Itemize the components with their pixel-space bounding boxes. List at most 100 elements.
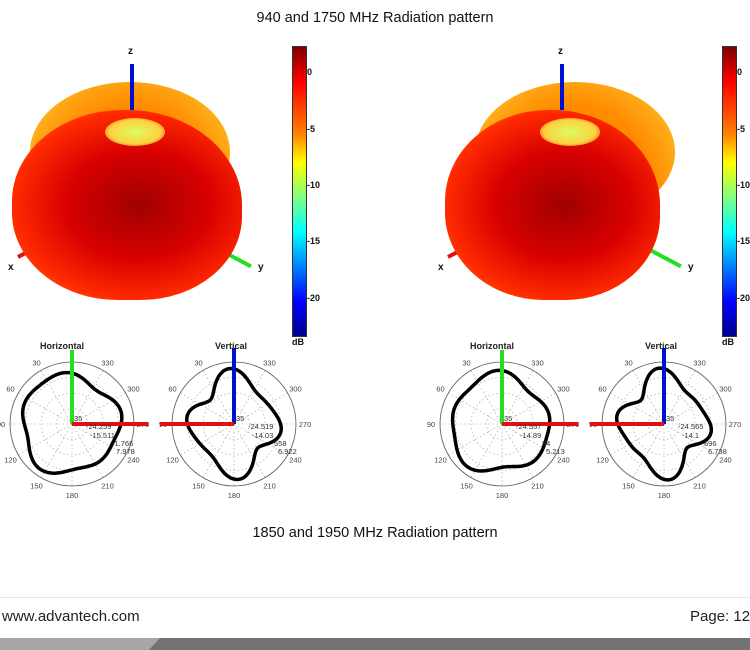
- polar-angle-label: 30: [462, 359, 470, 368]
- polar-plot-svg: 030609012015018021024027030033035-24.519…: [159, 348, 311, 500]
- radiation-pattern-3d-top-dip: [105, 118, 165, 146]
- axis-label-z: z: [558, 46, 563, 57]
- axis-label-y: y: [688, 262, 694, 273]
- footer-bar: [0, 638, 750, 650]
- polar-angle-label: 180: [228, 491, 241, 500]
- polar-angle-label: 330: [263, 359, 276, 368]
- polar-radial-value-label: -15.511: [90, 431, 115, 440]
- polar-plot-horizontal: 030609012015018021024027030033035-24.259…: [0, 339, 157, 509]
- radiation-figure-3d: z x y 0 -5 -10 -15 -20 dB: [430, 0, 750, 520]
- polar-center-label: 35: [236, 414, 244, 423]
- polar-angle-label: 240: [289, 456, 302, 465]
- colorbar-tick-label: 0: [737, 67, 743, 77]
- caption-top: 940 and 1750 MHz Radiation pattern: [256, 10, 494, 26]
- polar-plot-title: Horizontal: [40, 341, 84, 351]
- polar-angle-label: 90: [427, 420, 435, 429]
- polar-angle-label: 210: [101, 481, 114, 490]
- polar-angle-label: 30: [32, 359, 40, 368]
- polar-angle-label: 60: [598, 385, 606, 394]
- polar-angle-label: 90: [0, 420, 5, 429]
- polar-radial-value-label: 696: [704, 439, 717, 448]
- radiation-pattern-curve: [614, 366, 714, 482]
- polar-plot-svg: 030609012015018021024027030033035-24.565…: [589, 348, 741, 500]
- polar-angle-label: 120: [596, 456, 609, 465]
- polar-grid-spoke: [40, 370, 73, 425]
- colorbar-tick-label: -5: [737, 124, 746, 134]
- radiation-pattern-curve: [185, 366, 283, 482]
- polar-angle-label: 180: [496, 491, 509, 500]
- colorbar: [722, 46, 737, 337]
- colorbar: [292, 46, 307, 337]
- radiation-pattern-curve: [450, 368, 552, 473]
- polar-radial-value-label: 6.738: [708, 447, 727, 456]
- colorbar-tick-label: -15: [737, 236, 750, 246]
- polar-angle-label: 240: [719, 456, 732, 465]
- footer-bar-accent: [0, 638, 160, 650]
- colorbar-tick-label: -10: [307, 180, 321, 190]
- polar-radial-value-label: 5.213: [546, 447, 565, 456]
- polar-angle-label: 150: [622, 481, 635, 490]
- polar-angle-label: 150: [30, 481, 43, 490]
- polar-plot-horizontal: 030609012015018021024027030033035-24.557…: [417, 339, 587, 509]
- footer-page-number: Page: 12: [690, 608, 750, 625]
- z-axis-line-top: [560, 64, 564, 110]
- polar-radial-value-label: -14.89: [520, 431, 541, 440]
- colorbar-tick-label: -10: [737, 180, 750, 190]
- polar-angle-label: 300: [557, 385, 570, 394]
- polar-radial-value-label: 7.978: [116, 447, 135, 456]
- colorbar-tick-label: -15: [307, 236, 321, 246]
- polar-radial-value-label: -24.565: [678, 422, 703, 431]
- footer-url[interactable]: www.advantech.com: [2, 608, 140, 625]
- z-axis-line-top: [130, 64, 134, 110]
- colorbar-unit-label: dB: [292, 337, 304, 347]
- radiation-pattern-curve: [20, 370, 124, 475]
- polar-grid-spoke: [470, 370, 503, 425]
- polar-angle-label: 30: [624, 359, 632, 368]
- polar-angle-label: 240: [557, 456, 570, 465]
- polar-angle-label: 330: [693, 359, 706, 368]
- polar-center-label: 35: [74, 414, 82, 423]
- polar-center-label: 35: [504, 414, 512, 423]
- axis-label-x: x: [438, 262, 444, 273]
- axis-label-x: x: [8, 262, 14, 273]
- polar-angle-label: 300: [289, 385, 302, 394]
- colorbar-tick-label: 0: [307, 67, 313, 77]
- polar-plot-svg: 030609012015018021024027030033035-24.557…: [427, 349, 579, 500]
- polar-plot-title: Horizontal: [470, 341, 514, 351]
- colorbar-tick-label: -20: [737, 293, 750, 303]
- polar-angle-label: 150: [460, 481, 473, 490]
- polar-plot-title: Vertical: [644, 341, 678, 351]
- polar-center-label: 35: [666, 414, 674, 423]
- polar-angle-label: 60: [6, 385, 14, 394]
- polar-angle-label: 150: [192, 481, 205, 490]
- polar-radial-value-label: 84: [542, 439, 550, 448]
- polar-angle-label: 180: [66, 491, 79, 500]
- polar-angle-label: 300: [719, 385, 732, 394]
- polar-radial-value-label: -14.03: [252, 431, 273, 440]
- polar-angle-label: 300: [127, 385, 140, 394]
- polar-angle-label: 210: [263, 481, 276, 490]
- polar-angle-label: 210: [531, 481, 544, 490]
- axis-label-y: y: [258, 262, 264, 273]
- polar-radial-value-label: -1.766: [112, 439, 133, 448]
- polar-radial-value-label: -24.259: [86, 422, 111, 431]
- polar-angle-label: 30: [194, 359, 202, 368]
- polar-plot-vertical: 030609012015018021024027030033035-24.519…: [149, 339, 319, 509]
- polar-radial-value-label: 558: [274, 439, 287, 448]
- axis-label-z: z: [128, 46, 133, 57]
- polar-angle-label: 60: [436, 385, 444, 394]
- radiation-pattern-3d-top-dip: [540, 118, 600, 146]
- polar-radial-value-label: -24.519: [248, 422, 273, 431]
- polar-plot-title: Vertical: [214, 341, 248, 351]
- radiation-figure-3d: z x y 0 -5 -10 -15 -20 dB: [0, 0, 320, 520]
- polar-radial-value-label: -14.1: [682, 431, 699, 440]
- polar-angle-label: 210: [693, 481, 706, 490]
- polar-radial-value-label: -24.557: [516, 422, 541, 431]
- colorbar-tick-label: -5: [307, 124, 316, 134]
- polar-plot-svg: 030609012015018021024027030033035-24.259…: [0, 349, 149, 500]
- polar-angle-label: 120: [4, 456, 17, 465]
- polar-angle-label: 120: [166, 456, 179, 465]
- colorbar-unit-label: dB: [722, 337, 734, 347]
- polar-angle-label: 180: [658, 491, 671, 500]
- footer-divider: [0, 597, 750, 598]
